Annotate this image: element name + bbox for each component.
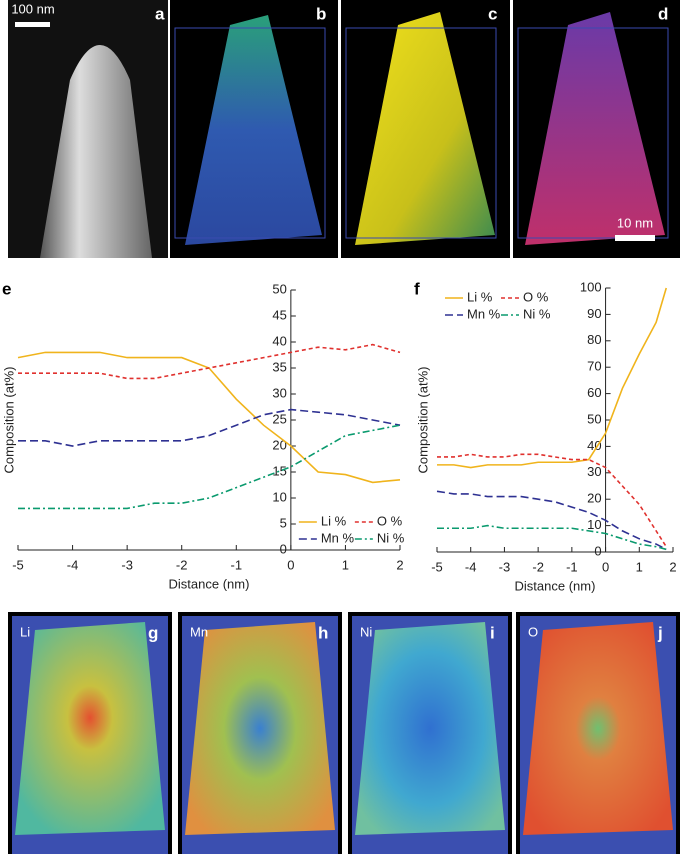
box-d (517, 27, 669, 239)
x-tick-label: 0 (287, 557, 294, 572)
y-tick-label: 70 (587, 359, 601, 374)
x-axis-label: Distance (nm) (169, 576, 250, 591)
y-tick-label: 20 (587, 491, 601, 506)
x-tick-label: -3 (121, 557, 133, 572)
map-h (178, 612, 342, 854)
tip-a (40, 45, 152, 258)
x-tick-label: 2 (396, 557, 403, 572)
y-tick-label: 40 (272, 333, 286, 348)
x-axis-label: Distance (nm) (515, 578, 596, 593)
series-line (436, 490, 667, 551)
panel-label: g (148, 623, 158, 642)
legend-label: Li % (321, 513, 347, 528)
series-line (18, 343, 401, 380)
map-element: Li (20, 624, 30, 639)
map-j (516, 612, 680, 854)
box-b (174, 27, 326, 239)
series-line (437, 453, 667, 548)
y-tick-label: 50 (272, 281, 286, 296)
y-tick-label: 20 (272, 437, 286, 452)
x-tick-label: 0 (602, 559, 609, 574)
y-tick-label: 80 (587, 332, 601, 347)
tip-d (525, 12, 665, 245)
panel-label: j (657, 623, 663, 642)
y-tick-label: 10 (272, 489, 286, 504)
tip-c (355, 12, 495, 245)
y-tick-label: 10 (587, 517, 601, 532)
x-tick-label: -2 (532, 559, 544, 574)
legend-label: Ni % (377, 530, 405, 545)
x-tick-label: -4 (465, 559, 477, 574)
image-panels: 100 nm 10 nm a b c d e f (2, 0, 680, 298)
map-g (8, 612, 172, 854)
panel-label: c (488, 4, 497, 23)
x-tick-label: -3 (499, 559, 511, 574)
series-line (17, 351, 401, 484)
x-tick-label: 2 (669, 559, 676, 574)
scale-bar (15, 22, 50, 27)
legend-label: Mn % (467, 306, 501, 321)
y-tick-label: 25 (272, 411, 286, 426)
legend-label: Mn % (321, 530, 355, 545)
y-tick-label: 60 (587, 385, 601, 400)
series-line (437, 524, 667, 551)
panel-label: a (155, 4, 165, 23)
x-tick-label: 1 (342, 557, 349, 572)
y-axis-label: Composition (at%) (415, 367, 430, 474)
y-tick-label: 0 (280, 541, 287, 556)
series-line (18, 408, 401, 447)
tip-b (185, 15, 322, 245)
series-line (437, 287, 668, 469)
map-panels: Li Mn Ni O g h i j (8, 612, 680, 854)
panel-label: d (658, 4, 668, 23)
y-tick-label: 30 (272, 385, 286, 400)
x-tick-label: -2 (176, 557, 188, 572)
legend-label: Ni % (523, 306, 551, 321)
y-tick-label: 35 (272, 359, 286, 374)
legend-label: O % (377, 513, 403, 528)
map-element: O (528, 624, 538, 639)
series-line (18, 424, 401, 510)
panel-label: h (318, 623, 328, 642)
y-tick-label: 5 (280, 515, 287, 530)
panel-label: b (316, 4, 326, 23)
map-element: Ni (360, 624, 372, 639)
y-tick-label: 50 (587, 411, 601, 426)
scale-label: 10 nm (617, 215, 653, 230)
y-axis-label: Composition (at%) (1, 367, 16, 474)
y-tick-label: 30 (587, 464, 601, 479)
panel-label: i (490, 623, 495, 642)
y-tick-label: 90 (587, 306, 601, 321)
legend-label: Li % (467, 289, 493, 304)
map-i (348, 612, 512, 854)
y-tick-label: 100 (580, 279, 602, 294)
y-tick-label: 15 (272, 463, 286, 478)
x-tick-label: -1 (566, 559, 578, 574)
box-c (345, 27, 497, 239)
scale-label: 100 nm (11, 1, 54, 16)
x-tick-label: -5 (431, 559, 443, 574)
y-tick-label: 45 (272, 307, 286, 322)
x-tick-label: 1 (636, 559, 643, 574)
map-element: Mn (190, 624, 208, 639)
y-tick-label: 0 (594, 543, 601, 558)
x-tick-label: -4 (67, 557, 79, 572)
y-tick-label: 40 (587, 438, 601, 453)
panel-label: e (2, 279, 11, 298)
legend-label: O % (523, 289, 549, 304)
x-tick-label: -5 (12, 557, 24, 572)
panel-label: f (414, 279, 420, 298)
scale-bar (615, 235, 655, 241)
x-tick-label: -1 (231, 557, 243, 572)
